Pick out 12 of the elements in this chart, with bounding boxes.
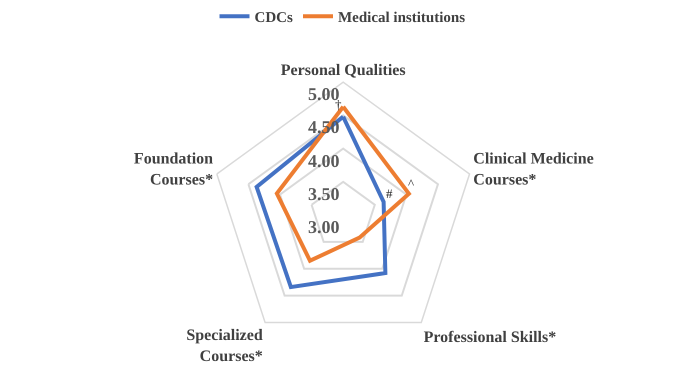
spoke-label: Professional Skills* — [424, 328, 556, 346]
legend-label: CDCs — [254, 10, 293, 26]
spoke-label: Foundation Courses* — [134, 150, 214, 188]
y-tick-label: 4.00 — [308, 151, 340, 171]
legend-label: Medical institutions — [338, 10, 466, 26]
spoke-label: Clinical Medicine Courses* — [473, 150, 594, 188]
spoke-label: Specialized Courses* — [186, 326, 263, 365]
spoke-label: Personal Qualities — [280, 62, 406, 80]
y-tick-label: 3.00 — [308, 217, 340, 237]
text: ^ — [408, 176, 414, 191]
y-tick-label: 3.50 — [308, 184, 340, 204]
text: # — [386, 186, 393, 201]
